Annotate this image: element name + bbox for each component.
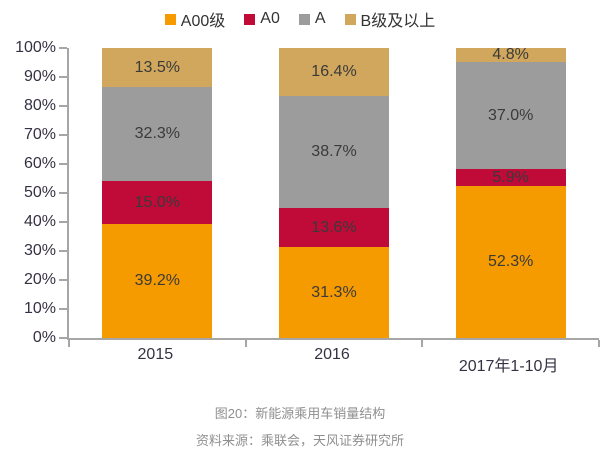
value-label: 31.3% (311, 283, 357, 301)
y-axis-tick-label: 0% (32, 329, 56, 346)
y-axis-tick (59, 250, 67, 252)
x-axis-tick (598, 340, 600, 347)
bar-segment-1: 13.6% (278, 207, 389, 248)
y-axis-tick (59, 337, 67, 339)
y-axis-tick-label: 50% (23, 184, 56, 201)
y-axis-tick-label: 90% (23, 68, 56, 85)
legend-label: A0 (260, 10, 280, 27)
bar-segment-2: 32.3% (102, 87, 213, 181)
y-axis-tick (59, 163, 67, 165)
x-axis-tick (68, 340, 70, 347)
x-axis-category-label-1: 2016 (314, 346, 350, 363)
value-label: 37.0% (487, 106, 534, 124)
bar-segment-0: 39.2% (102, 224, 213, 338)
x-axis-category-label-0: 2015 (137, 346, 174, 363)
bars-container: 39.2% 15.0% 32.3% 13.5% 31.3% 13.6% 38.7% 16.4%… (69, 45, 599, 338)
y-axis-tick-label: 30% (23, 242, 56, 259)
legend-swatch-icon (164, 13, 176, 25)
y-axis-tick (59, 279, 67, 281)
y-axis-tick-label: 80% (23, 97, 56, 114)
bar-segment-2: 38.7% (278, 95, 389, 208)
x-axis-labels: 2015 2016 2017年1-10月 (67, 346, 597, 376)
y-axis-tick-label: 100% (15, 39, 56, 56)
y-axis-tick (59, 76, 67, 78)
figure-source: 资料来源：乘联会，天风证券研究所 (195, 433, 404, 448)
value-label: 16.4% (311, 62, 357, 80)
legend-swatch-icon (298, 13, 310, 25)
x-axis-tick (244, 340, 247, 347)
figure-caption: 图20：新能源乘用车销量结构 (214, 406, 386, 421)
value-label: 52.3% (487, 253, 534, 271)
chart-legend: A00级 A0 A B级及以上 (0, 7, 600, 31)
y-axis-tick (59, 308, 67, 310)
bar-segment-3: 16.4% (278, 48, 389, 96)
legend-swatch-icon (344, 13, 356, 25)
y-axis-tick (59, 221, 67, 223)
legend-item-0: A00级 (164, 7, 226, 31)
value-label: 15.0% (134, 193, 181, 211)
y-axis-tick (59, 47, 67, 49)
stacked-bar-0: 39.2% 15.0% 32.3% 13.5% (102, 48, 213, 338)
value-label: 13.5% (134, 58, 181, 76)
y-axis-labels: 100% 90% 80% 70% 60% 50% 40% 30% 20% 10% 0% (0, 39, 56, 346)
y-axis-tick-label: 70% (23, 126, 56, 143)
bar-segment-0: 31.3% (278, 247, 389, 338)
y-axis-tick (59, 134, 67, 136)
value-label: 13.6% (311, 218, 357, 236)
plot-area: 39.2% 15.0% 32.3% 13.5% 31.3% 13.6% 38.7% 16.4%… (59, 45, 600, 347)
legend-item-3: B级及以上 (344, 7, 436, 31)
stacked-bar-2: 52.3% 5.9% 37.0% 4.8% (455, 45, 566, 338)
y-axis-tick-label: 20% (23, 271, 56, 288)
value-label: 32.3% (134, 125, 181, 142)
bar-segment-3: 13.5% (102, 48, 213, 88)
y-axis-tick (59, 105, 67, 107)
legend-label: A (314, 10, 326, 27)
x-axis-tick (421, 340, 424, 347)
x-axis-category-label-2: 2017年1-10月 (458, 358, 559, 375)
y-axis-tick-label: 60% (23, 155, 56, 172)
bar-segment-0: 52.3% (455, 186, 566, 338)
legend-item-1: A0 (244, 10, 280, 28)
value-label: 39.2% (134, 272, 181, 290)
y-axis-tick-label: 10% (23, 300, 56, 317)
bar-segment-2: 37.0% (455, 61, 566, 170)
value-label: 4.8% (492, 45, 529, 63)
value-label: 5.9% (492, 168, 529, 186)
value-label: 38.7% (311, 142, 357, 160)
bar-segment-3: 4.8% (455, 45, 566, 63)
y-axis-tick (59, 192, 67, 194)
stacked-bar-1: 31.3% 13.6% 38.7% 16.4% (278, 48, 389, 338)
bar-segment-1: 15.0% (102, 180, 213, 225)
legend-label: A00级 (180, 13, 226, 30)
bar-segment-1: 5.9% (455, 168, 566, 187)
legend-swatch-icon (244, 13, 256, 25)
y-axis-tick-label: 40% (23, 213, 56, 230)
legend-item-2: A (298, 10, 326, 28)
legend-label: B级及以上 (360, 13, 436, 30)
